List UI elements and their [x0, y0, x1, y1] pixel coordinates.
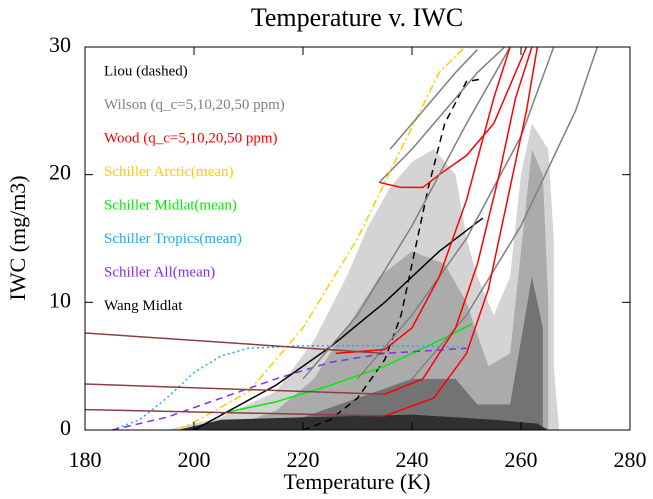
series-line	[356, 47, 555, 380]
series-line	[379, 47, 528, 189]
legend-entry: Wilson (q_c=5,10,20,50 ppm)	[104, 97, 285, 113]
legend-entry: Schiller Midlat(mean)	[104, 197, 237, 213]
x-tick-label: 260	[505, 447, 538, 472]
series-line	[85, 383, 385, 396]
contour-region	[177, 414, 549, 430]
legend-entry: Liou (dashed)	[104, 63, 188, 79]
legend-entry: Schiller Arctic(mean)	[104, 164, 234, 180]
series-line	[177, 47, 466, 430]
series-line	[85, 332, 385, 355]
legend-entry: Schiller Tropics(mean)	[104, 231, 242, 247]
y-axis-label: IWC (mg/m3)	[5, 175, 30, 300]
series-line	[112, 347, 467, 430]
y-tick-label: 20	[49, 160, 71, 185]
series-line	[384, 47, 533, 395]
x-axis-label: Temperature (K)	[284, 469, 431, 494]
series-line	[111, 344, 462, 430]
x-tick-label: 200	[178, 447, 211, 472]
contour-region	[248, 276, 543, 430]
y-tick-label: 0	[60, 415, 71, 440]
plot-frame	[84, 46, 631, 431]
y-tick-label: 30	[49, 32, 71, 57]
series-line	[85, 408, 385, 417]
series-line	[384, 47, 539, 417]
x-tick-label: 180	[69, 447, 102, 472]
chart-title: Temperature v. IWC	[251, 3, 463, 32]
series-line	[302, 47, 511, 380]
plot-area	[85, 47, 599, 430]
series-line	[411, 47, 599, 380]
series-line	[378, 47, 506, 183]
series-line	[221, 323, 473, 415]
legend-entry: Schiller All(mean)	[104, 264, 215, 280]
series-line	[193, 217, 484, 430]
x-tick-label: 240	[396, 447, 429, 472]
legend-entry: Wang Midlat	[104, 298, 183, 314]
series-line	[335, 47, 511, 355]
series-line	[389, 49, 478, 150]
series-line	[302, 78, 483, 430]
contour-region	[221, 149, 549, 430]
y-tick-label: 10	[49, 287, 71, 312]
x-tick-label: 280	[614, 447, 647, 472]
x-tick-label: 220	[287, 447, 320, 472]
legend-entry: Wood (q_c=5,10,20,50 ppm)	[104, 130, 277, 146]
